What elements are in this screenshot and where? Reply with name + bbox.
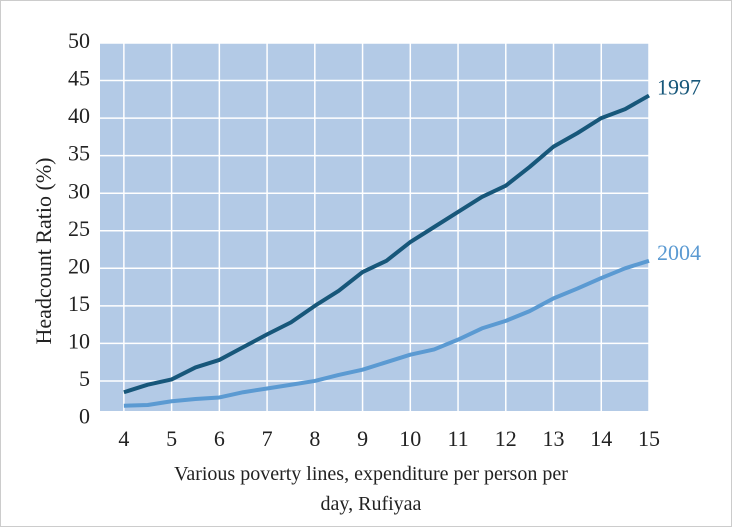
y-tick-label: 25	[68, 216, 90, 241]
data-line	[123, 258, 650, 408]
x-tick-label: 13	[543, 426, 565, 451]
x-tick-label: 4	[118, 426, 129, 451]
x-tick-label: 5	[166, 426, 177, 451]
y-tick-label: 10	[68, 328, 90, 353]
x-tick-label: 12	[495, 426, 517, 451]
x-tick-label: 11	[447, 426, 468, 451]
y-tick-label: 35	[68, 141, 90, 166]
chart: Headcount Ratio (%) 05101520253035404550…	[31, 28, 701, 451]
x-tick-label: 8	[309, 426, 320, 451]
x-tick-label: 9	[357, 426, 368, 451]
x-tick-label: 14	[590, 426, 612, 451]
y-tick-label: 15	[68, 291, 90, 316]
x-axis-label: Various poverty lines, expenditure per p…	[174, 463, 568, 515]
data-line	[123, 93, 650, 395]
y-tick-label: 50	[68, 28, 90, 53]
y-tick-label: 20	[68, 253, 90, 278]
x-tick-label: 6	[214, 426, 225, 451]
y-tick-label: 30	[68, 178, 90, 203]
series-label: 1997	[657, 75, 701, 100]
y-axis-label: Headcount Ratio (%)	[31, 158, 56, 345]
y-tick-label: 40	[68, 103, 90, 128]
x-tick-label: 15	[638, 426, 660, 451]
y-tick-label: 0	[79, 404, 90, 429]
y-tick-label: 5	[79, 366, 90, 391]
x-tick-label: 7	[262, 426, 273, 451]
series-label: 2004	[657, 240, 701, 265]
plot-area	[100, 43, 649, 411]
x-tick-label: 10	[399, 426, 421, 451]
y-tick-label: 45	[68, 66, 90, 91]
